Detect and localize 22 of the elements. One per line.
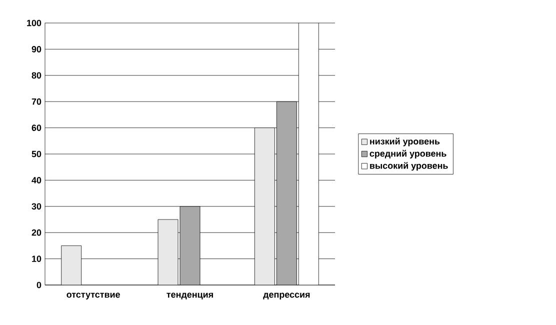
y-tick-label: 40 <box>32 177 42 184</box>
y-tick-label: 10 <box>32 256 42 262</box>
bar <box>254 128 275 285</box>
y-tick-label: 30 <box>32 203 42 210</box>
legend-label: средний уровень <box>370 150 446 158</box>
bar <box>276 101 297 285</box>
y-tick-label: 60 <box>32 124 42 131</box>
bar <box>180 206 200 285</box>
y-tick-label: 80 <box>32 72 42 79</box>
y-tick-label: 0 <box>36 282 42 288</box>
legend-label: высокий уровень <box>370 162 448 171</box>
y-tick-label: 50 <box>32 150 42 158</box>
x-tick-label: депрессия <box>263 292 310 300</box>
bar <box>61 246 82 285</box>
x-tick-label: тенденция <box>166 292 213 300</box>
bar <box>158 219 178 285</box>
x-tick-label: отстутствие <box>66 292 120 300</box>
y-tick-label: 20 <box>32 229 42 236</box>
y-tick-label: 70 <box>32 98 42 105</box>
y-tick-label: 90 <box>32 46 42 52</box>
legend-label: низкий уровень <box>370 138 440 146</box>
y-tick-label: 100 <box>27 20 42 26</box>
